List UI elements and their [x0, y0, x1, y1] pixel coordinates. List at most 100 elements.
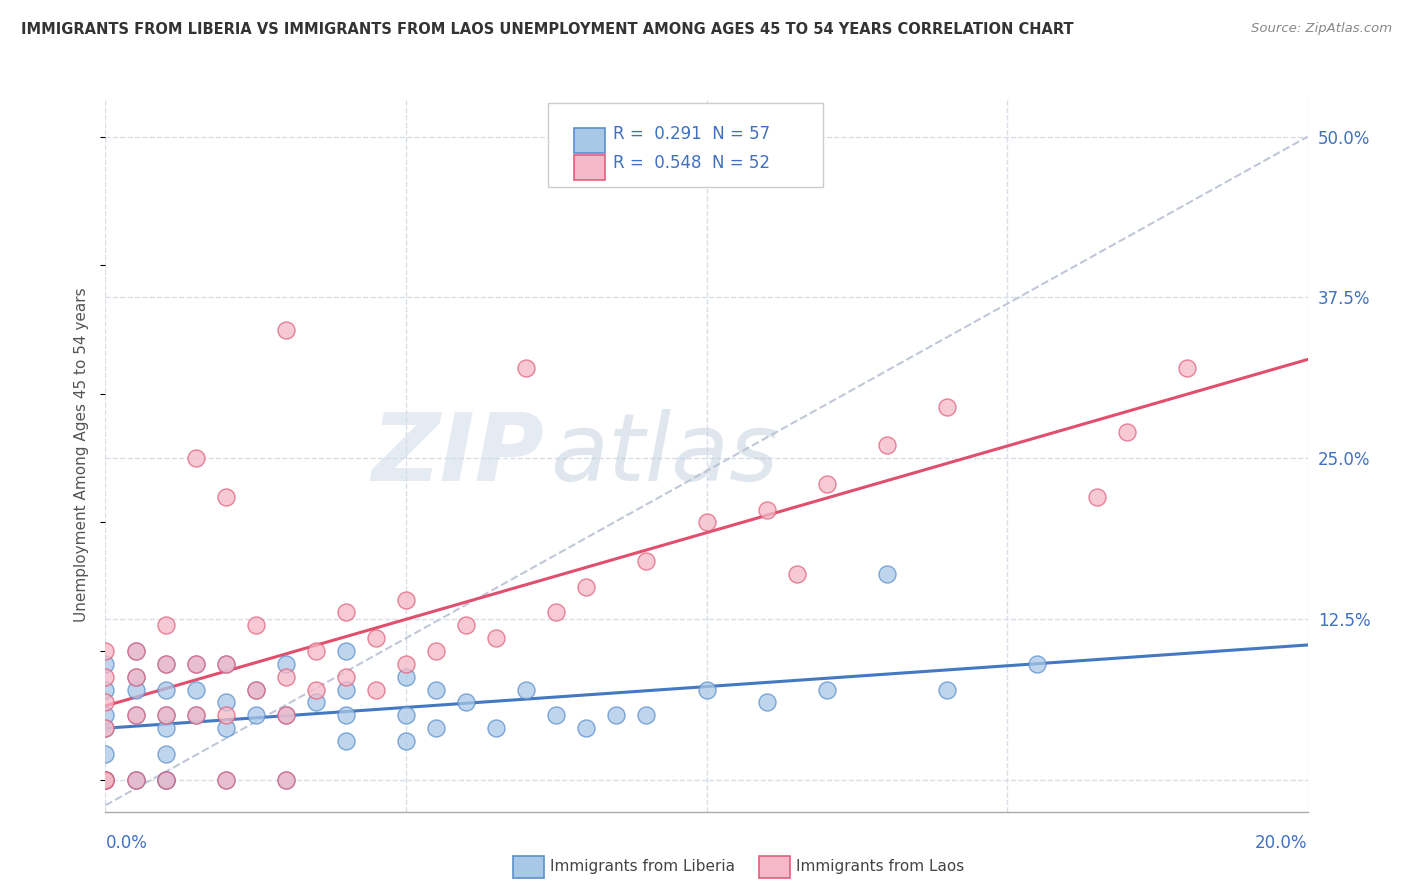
- Point: [305, 644, 328, 658]
- Point: [335, 606, 357, 620]
- Point: [636, 708, 658, 723]
- Point: [936, 682, 959, 697]
- Point: [124, 772, 146, 787]
- Point: [335, 708, 357, 723]
- Point: [425, 682, 447, 697]
- Point: [94, 772, 117, 787]
- Point: [184, 708, 207, 723]
- Point: [124, 644, 146, 658]
- Point: [214, 772, 236, 787]
- Point: [395, 592, 418, 607]
- Point: [214, 772, 236, 787]
- Point: [395, 670, 418, 684]
- Point: [94, 644, 117, 658]
- Point: [395, 657, 418, 671]
- Point: [1175, 361, 1198, 376]
- Point: [94, 657, 117, 671]
- Point: [515, 361, 537, 376]
- Point: [155, 772, 177, 787]
- Point: [184, 682, 207, 697]
- Text: 0.0%: 0.0%: [105, 834, 148, 852]
- Point: [94, 747, 117, 761]
- Point: [94, 708, 117, 723]
- Point: [696, 682, 718, 697]
- Point: [274, 772, 297, 787]
- Point: [636, 554, 658, 568]
- Point: [214, 657, 236, 671]
- Point: [1026, 657, 1049, 671]
- Point: [124, 670, 146, 684]
- Point: [364, 682, 387, 697]
- Point: [485, 631, 508, 645]
- Point: [94, 682, 117, 697]
- Point: [155, 682, 177, 697]
- Point: [515, 682, 537, 697]
- Point: [94, 721, 117, 735]
- Y-axis label: Unemployment Among Ages 45 to 54 years: Unemployment Among Ages 45 to 54 years: [75, 287, 90, 623]
- Point: [94, 772, 117, 787]
- Point: [425, 721, 447, 735]
- Point: [214, 657, 236, 671]
- Point: [546, 606, 568, 620]
- Point: [155, 747, 177, 761]
- Point: [155, 708, 177, 723]
- Point: [335, 644, 357, 658]
- Point: [214, 695, 236, 709]
- Point: [184, 657, 207, 671]
- Text: IMMIGRANTS FROM LIBERIA VS IMMIGRANTS FROM LAOS UNEMPLOYMENT AMONG AGES 45 TO 54: IMMIGRANTS FROM LIBERIA VS IMMIGRANTS FR…: [21, 22, 1074, 37]
- Point: [245, 682, 267, 697]
- Point: [936, 400, 959, 414]
- Point: [575, 580, 598, 594]
- Text: Immigrants from Laos: Immigrants from Laos: [796, 859, 965, 873]
- Point: [335, 670, 357, 684]
- Point: [605, 708, 627, 723]
- Point: [876, 566, 898, 581]
- Text: Source: ZipAtlas.com: Source: ZipAtlas.com: [1251, 22, 1392, 36]
- Point: [155, 772, 177, 787]
- Point: [155, 618, 177, 632]
- Point: [214, 708, 236, 723]
- Text: Immigrants from Liberia: Immigrants from Liberia: [550, 859, 735, 873]
- Point: [274, 670, 297, 684]
- Point: [94, 772, 117, 787]
- Point: [395, 734, 418, 748]
- Point: [155, 721, 177, 735]
- Point: [214, 490, 236, 504]
- Point: [454, 695, 477, 709]
- Point: [124, 644, 146, 658]
- Point: [155, 772, 177, 787]
- Point: [124, 772, 146, 787]
- Text: 20.0%: 20.0%: [1256, 834, 1308, 852]
- Text: R =  0.291  N = 57: R = 0.291 N = 57: [613, 125, 770, 143]
- Point: [245, 618, 267, 632]
- Point: [184, 451, 207, 466]
- Point: [94, 772, 117, 787]
- Point: [485, 721, 508, 735]
- Point: [274, 657, 297, 671]
- Point: [124, 670, 146, 684]
- Point: [395, 708, 418, 723]
- Point: [124, 708, 146, 723]
- Point: [274, 708, 297, 723]
- Point: [815, 476, 838, 491]
- Point: [124, 682, 146, 697]
- Point: [1116, 425, 1139, 440]
- Text: ZIP: ZIP: [371, 409, 544, 501]
- Point: [335, 734, 357, 748]
- Point: [94, 695, 117, 709]
- Point: [155, 657, 177, 671]
- Point: [305, 682, 328, 697]
- Point: [815, 682, 838, 697]
- Point: [696, 516, 718, 530]
- Point: [364, 631, 387, 645]
- Point: [425, 644, 447, 658]
- Point: [335, 682, 357, 697]
- Point: [94, 772, 117, 787]
- Point: [305, 695, 328, 709]
- Point: [755, 695, 778, 709]
- Point: [575, 721, 598, 735]
- Point: [755, 502, 778, 516]
- Point: [1085, 490, 1108, 504]
- Text: atlas: atlas: [550, 409, 779, 500]
- Point: [214, 721, 236, 735]
